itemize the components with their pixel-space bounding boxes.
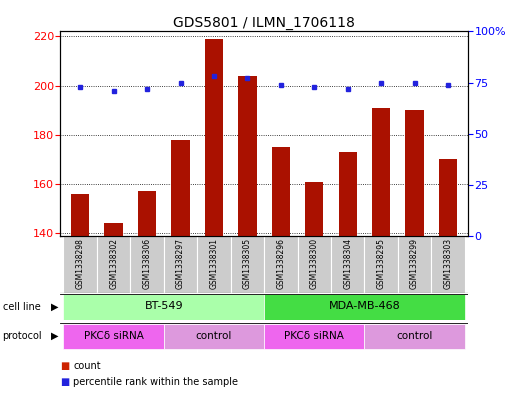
Bar: [264, 323, 365, 349]
Text: PKCδ siRNA: PKCδ siRNA: [84, 331, 144, 341]
Text: ■: ■: [60, 377, 70, 387]
Bar: [338, 152, 357, 236]
Text: GSM1338306: GSM1338306: [143, 238, 152, 289]
Bar: [398, 236, 431, 293]
Text: GSM1338298: GSM1338298: [76, 238, 85, 288]
Text: PKCδ siRNA: PKCδ siRNA: [285, 331, 344, 341]
Bar: [63, 294, 264, 320]
Bar: [105, 224, 123, 236]
Bar: [298, 236, 331, 293]
Text: percentile rank within the sample: percentile rank within the sample: [73, 377, 238, 387]
Bar: [238, 76, 257, 236]
Bar: [405, 110, 424, 236]
Bar: [205, 39, 223, 236]
Text: GSM1338301: GSM1338301: [209, 238, 219, 288]
Text: count: count: [73, 361, 101, 371]
Bar: [63, 236, 97, 293]
Bar: [63, 323, 164, 349]
Text: GSM1338300: GSM1338300: [310, 238, 319, 289]
Text: GSM1338302: GSM1338302: [109, 238, 118, 288]
Text: MDA-MB-468: MDA-MB-468: [328, 301, 400, 311]
Text: control: control: [396, 331, 433, 341]
Bar: [271, 147, 290, 236]
Text: control: control: [196, 331, 232, 341]
Text: ■: ■: [60, 361, 70, 371]
Bar: [71, 194, 89, 236]
Text: GSM1338297: GSM1338297: [176, 238, 185, 288]
Bar: [439, 160, 457, 236]
Bar: [164, 236, 197, 293]
Bar: [231, 236, 264, 293]
Text: GSM1338295: GSM1338295: [377, 238, 385, 288]
Bar: [372, 108, 390, 236]
Bar: [365, 236, 398, 293]
Bar: [331, 236, 365, 293]
Bar: [365, 323, 465, 349]
Text: GSM1338305: GSM1338305: [243, 238, 252, 289]
Text: ▶: ▶: [51, 331, 59, 341]
Bar: [431, 236, 465, 293]
Text: GSM1338299: GSM1338299: [410, 238, 419, 288]
Bar: [172, 140, 190, 236]
Text: cell line: cell line: [3, 301, 40, 312]
Text: GSM1338304: GSM1338304: [343, 238, 352, 289]
Text: GSM1338303: GSM1338303: [444, 238, 452, 289]
Bar: [197, 236, 231, 293]
Text: BT-549: BT-549: [144, 301, 183, 311]
Text: ▶: ▶: [51, 301, 59, 312]
Text: GSM1338296: GSM1338296: [276, 238, 286, 288]
Bar: [305, 182, 323, 236]
Title: GDS5801 / ILMN_1706118: GDS5801 / ILMN_1706118: [173, 17, 355, 30]
Bar: [138, 191, 156, 236]
Bar: [97, 236, 130, 293]
Bar: [264, 236, 298, 293]
Bar: [164, 323, 264, 349]
Bar: [264, 294, 465, 320]
Bar: [130, 236, 164, 293]
Text: protocol: protocol: [3, 331, 42, 341]
